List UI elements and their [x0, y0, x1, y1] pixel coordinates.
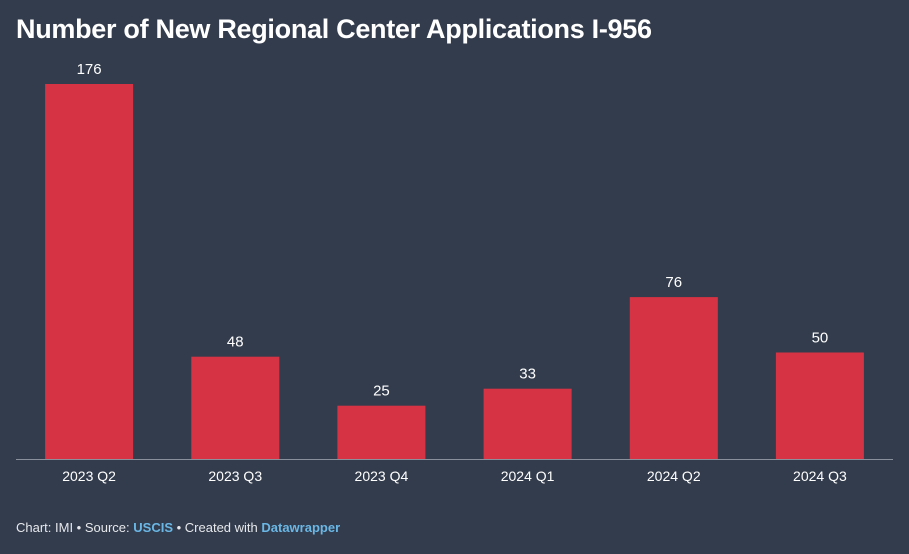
- data-label: 76: [665, 274, 682, 291]
- bar-2024-q2: [629, 297, 718, 459]
- x-tick-label: 2023 Q3: [208, 468, 262, 484]
- data-label: 50: [812, 330, 829, 347]
- source-link[interactable]: USCIS: [133, 520, 173, 535]
- data-label: 48: [227, 334, 244, 351]
- datawrapper-link[interactable]: Datawrapper: [261, 520, 341, 535]
- footer-created-with: • Created with: [173, 520, 262, 535]
- footer-chart-credit: Chart: IMI • Source:: [16, 520, 134, 535]
- bar-2023-q3: [191, 356, 280, 459]
- data-label: 176: [77, 61, 102, 78]
- bar-2024-q1: [483, 388, 572, 459]
- bar-2023-q2: [45, 84, 134, 459]
- x-tick-label: 2024 Q1: [501, 468, 555, 484]
- chart-title: Number of New Regional Center Applicatio…: [16, 14, 652, 44]
- x-tick-label: 2024 Q3: [793, 468, 847, 484]
- x-tick-label: 2023 Q2: [62, 468, 116, 484]
- data-label: 33: [519, 366, 536, 383]
- bar-2023-q4: [337, 405, 426, 459]
- data-label: 25: [373, 383, 390, 400]
- x-tick-label: 2024 Q2: [647, 468, 701, 484]
- chart-footer: Chart: IMI • Source: USCIS • Created wit…: [16, 520, 340, 535]
- bar-2024-q3: [775, 352, 864, 459]
- x-tick-label: 2023 Q4: [355, 468, 409, 484]
